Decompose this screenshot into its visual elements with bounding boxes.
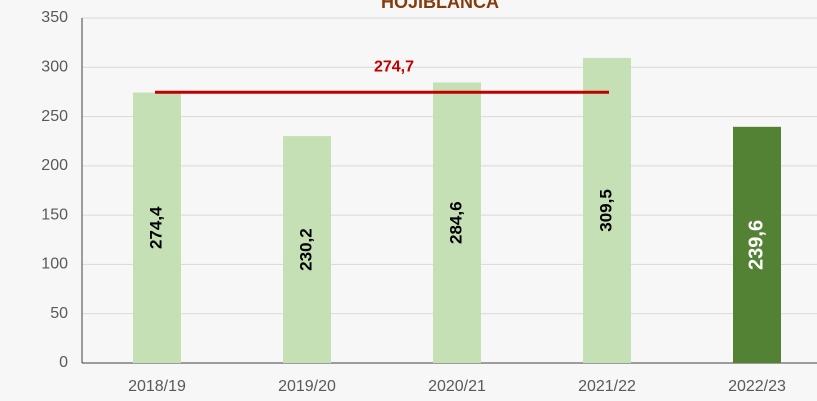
x-tick-label: 2022/23 xyxy=(728,378,786,395)
y-tick-label: 50 xyxy=(50,305,68,322)
value-label: 239,6 xyxy=(745,220,767,270)
x-tick-label: 2020/21 xyxy=(428,378,486,395)
x-tick-label: 2021/22 xyxy=(578,378,636,395)
x-tick-label: 2019/20 xyxy=(278,378,336,395)
y-tick-label: 0 xyxy=(59,354,68,371)
value-label: 274,4 xyxy=(146,206,165,249)
bar xyxy=(283,136,331,363)
value-label: 309,5 xyxy=(596,189,615,232)
y-tick-label: 100 xyxy=(41,256,68,273)
bar xyxy=(433,82,481,364)
value-label: 230,2 xyxy=(296,228,315,271)
y-tick-label: 200 xyxy=(41,157,68,174)
bar xyxy=(133,92,181,364)
value-label: 284,6 xyxy=(446,201,465,244)
y-tick-label: 350 xyxy=(41,9,68,26)
y-tick-label: 250 xyxy=(41,108,68,125)
bar xyxy=(583,57,631,364)
y-tick-label: 300 xyxy=(41,59,68,76)
average-label: 274,7 xyxy=(374,58,414,75)
x-tick-label: 2018/19 xyxy=(128,378,186,395)
y-tick-label: 150 xyxy=(41,206,68,223)
chart-title: HOJIBLANCA xyxy=(381,0,499,12)
bar xyxy=(733,126,781,363)
